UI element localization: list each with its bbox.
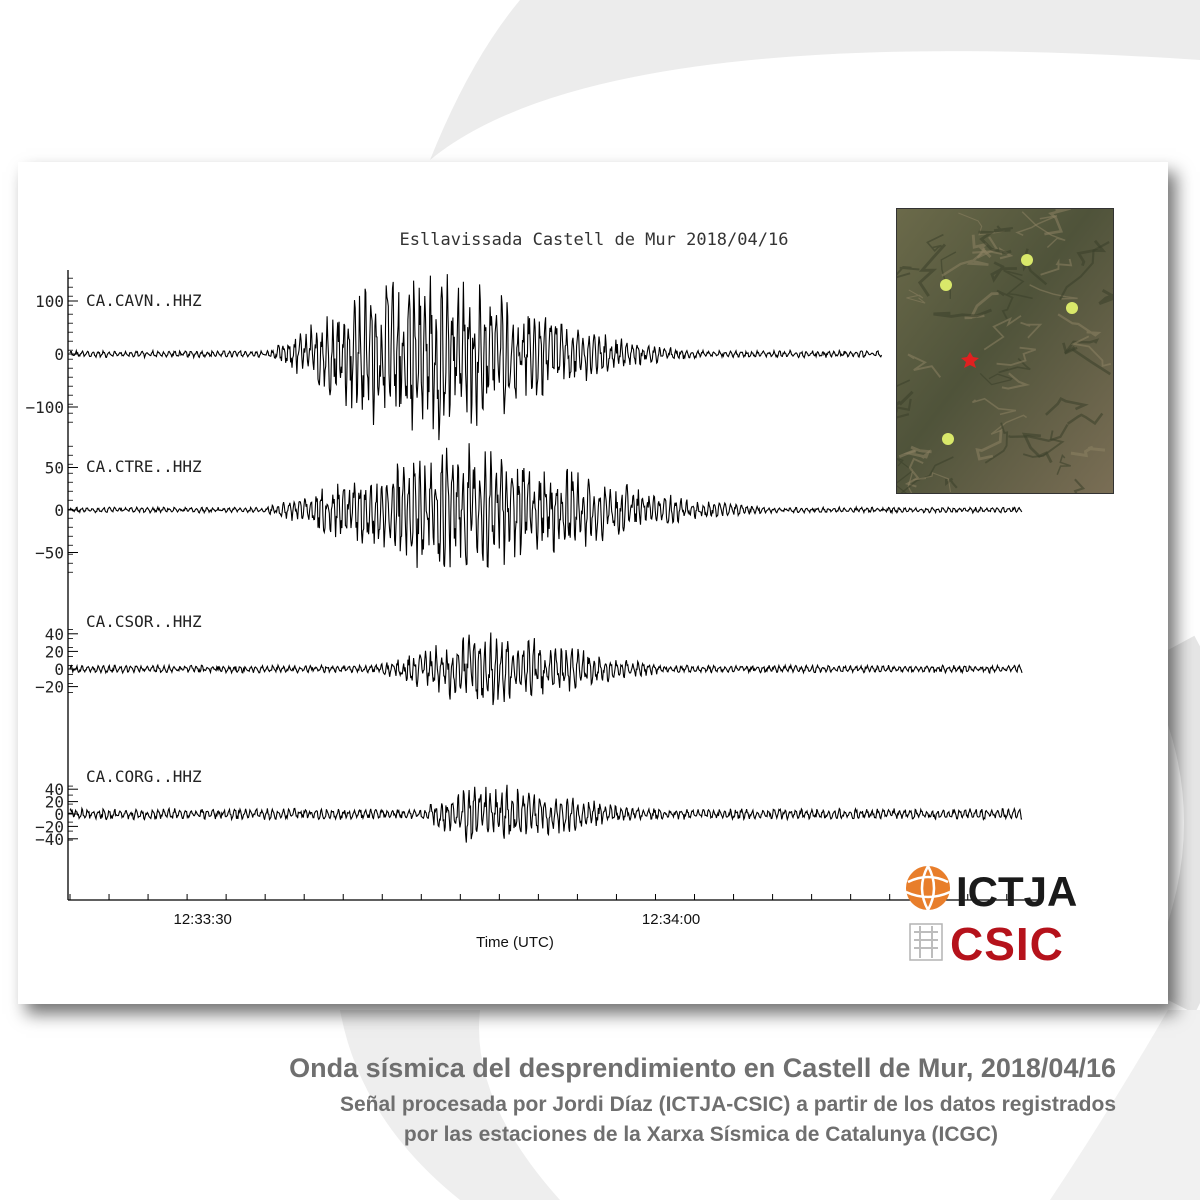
axis-labels: 12:33:30 12:34:001000−100CA.CAVN..HHZ500−… bbox=[25, 291, 700, 928]
series-label: CA.CTRE..HHZ bbox=[86, 457, 202, 476]
map-ridge bbox=[1057, 313, 1102, 337]
x-tick-label: 12:33:30 bbox=[174, 911, 232, 928]
y-tick-label: 0 bbox=[54, 660, 64, 679]
map-ridge bbox=[1021, 211, 1066, 249]
y-tick-label: 40 bbox=[45, 625, 64, 644]
trace-line bbox=[69, 274, 883, 441]
station-dot bbox=[1021, 254, 1033, 266]
map-ridge bbox=[1001, 372, 1031, 390]
caption-title: Onda sísmica del desprendimiento en Cast… bbox=[289, 1053, 1116, 1083]
map-ridge bbox=[903, 449, 931, 459]
map-ridge bbox=[907, 469, 914, 493]
axes bbox=[67, 270, 1038, 901]
map-ridge bbox=[926, 233, 944, 253]
map-ridge bbox=[993, 225, 1014, 233]
map-ridge bbox=[1022, 430, 1065, 458]
map-ridge bbox=[990, 261, 1017, 283]
series-label: CA.CORG..HHZ bbox=[86, 767, 202, 786]
map-ridge bbox=[1073, 478, 1086, 493]
map-ridge bbox=[941, 249, 989, 277]
map-ridge bbox=[996, 289, 1014, 320]
map-ridge bbox=[1015, 215, 1058, 236]
ictja-globe-icon bbox=[905, 865, 951, 911]
map-ridge bbox=[964, 292, 999, 320]
map-ridge bbox=[917, 243, 947, 297]
y-tick-label: 20 bbox=[45, 793, 64, 812]
map-ridge bbox=[933, 308, 993, 318]
source-marker-icon bbox=[961, 352, 979, 368]
map-terrain bbox=[897, 209, 1113, 493]
map-ridge bbox=[1003, 269, 1033, 300]
seismogram-plot: Esllavissada Castell de Mur 2018/04/16 1… bbox=[25, 230, 1038, 951]
trace-line bbox=[69, 784, 1023, 843]
map-ridge bbox=[998, 357, 1031, 374]
map-ridge bbox=[904, 457, 924, 488]
map-ridge bbox=[979, 372, 1013, 386]
map-ridge bbox=[1020, 321, 1043, 339]
map-ridge bbox=[978, 230, 1012, 255]
map-ridge bbox=[945, 477, 958, 489]
y-tick-label: 0 bbox=[54, 345, 64, 364]
y-tick-label: −40 bbox=[35, 830, 64, 849]
map-ridge bbox=[1066, 412, 1104, 426]
y-tick-label: −100 bbox=[25, 398, 64, 417]
x-tick-label: 12:34:00 bbox=[642, 911, 700, 928]
map-ridge bbox=[1059, 241, 1110, 301]
ictja-logo-text: ICTJA bbox=[956, 868, 1077, 915]
x-axis-label: Time (UTC) bbox=[476, 934, 554, 951]
y-tick-label: −50 bbox=[35, 544, 64, 563]
map-ridge bbox=[897, 398, 912, 419]
y-tick-label: 50 bbox=[45, 459, 64, 478]
map-ridge bbox=[897, 457, 914, 493]
map-ridge bbox=[971, 397, 1017, 416]
csic-logo-text: CSIC bbox=[950, 918, 1064, 970]
map-texture bbox=[897, 209, 1113, 493]
map-ridge bbox=[1045, 396, 1089, 416]
map-ridge bbox=[1098, 287, 1113, 305]
map-ridge bbox=[975, 430, 1003, 461]
map-ridge bbox=[990, 414, 1028, 435]
y-tick-label: 40 bbox=[45, 780, 64, 799]
station-dot bbox=[940, 279, 952, 291]
map-ridge bbox=[906, 289, 926, 304]
map-ridge bbox=[984, 422, 1009, 464]
series-label: CA.CAVN..HHZ bbox=[86, 291, 202, 310]
map-ridge bbox=[1008, 424, 1069, 442]
map-ridge bbox=[913, 472, 952, 493]
map-ridge bbox=[897, 265, 920, 279]
station-dot bbox=[1066, 302, 1078, 314]
y-tick-label: −20 bbox=[35, 678, 64, 697]
map-ridge bbox=[1070, 445, 1106, 458]
inset-map bbox=[896, 208, 1114, 494]
y-tick-label: 100 bbox=[35, 292, 64, 311]
map-ridge bbox=[983, 315, 1022, 351]
map-ridge bbox=[897, 390, 914, 406]
map-ridge bbox=[907, 353, 942, 378]
y-tick-label: 0 bbox=[54, 501, 64, 520]
y-tick-label: 20 bbox=[45, 642, 64, 661]
station-dot bbox=[942, 433, 954, 445]
map-ridge bbox=[1076, 239, 1107, 267]
map-ridge bbox=[1040, 258, 1073, 276]
caption-source: por las estaciones de la Xarxa Sísmica d… bbox=[403, 1123, 998, 1146]
institution-logos: ICTJA CSIC bbox=[905, 865, 1077, 970]
map-ridge bbox=[1070, 335, 1112, 368]
map-ridge bbox=[976, 236, 999, 259]
map-ridge bbox=[1021, 432, 1053, 464]
seismogram-figure: Esllavissada Castell de Mur 2018/04/16 1… bbox=[18, 162, 1168, 1004]
trace-line bbox=[70, 443, 1023, 568]
series-label: CA.CSOR..HHZ bbox=[86, 612, 202, 631]
chart-title: Esllavissada Castell de Mur 2018/04/16 bbox=[400, 230, 789, 250]
caption-credit: Señal procesada por Jordi Díaz (ICTJA-CS… bbox=[339, 1093, 1116, 1116]
map-ridge bbox=[1029, 284, 1078, 300]
traces bbox=[69, 274, 1023, 843]
csic-emblem-icon bbox=[909, 923, 943, 961]
map-ridge bbox=[1062, 342, 1112, 376]
y-tick-label: 0 bbox=[54, 805, 64, 824]
map-ridge bbox=[1056, 454, 1071, 475]
trace-line bbox=[69, 632, 1023, 706]
map-ridge bbox=[996, 346, 1037, 367]
y-tick-label: −20 bbox=[35, 817, 64, 836]
